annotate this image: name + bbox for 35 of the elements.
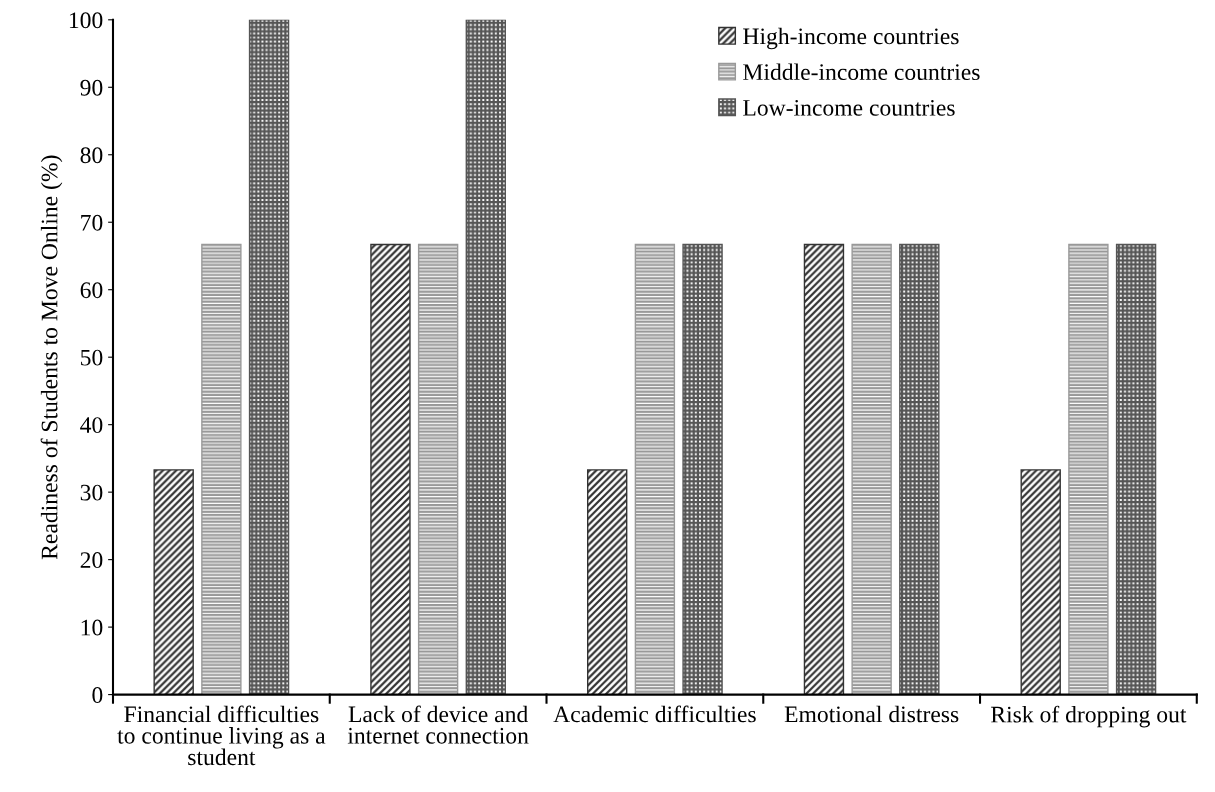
y-tick-label: 90 — [80, 79, 103, 96]
bar — [248, 19, 290, 695]
x-tick-label: Academic difficulties — [553, 705, 756, 723]
legend-label: Low-income countries — [743, 99, 955, 116]
x-tick-label: Financial difficulties to continue living as a student — [117, 705, 326, 766]
bar — [370, 243, 411, 695]
y-tick-label: 30 — [80, 484, 103, 501]
bar — [803, 243, 845, 695]
y-tick-label: 0 — [92, 687, 103, 704]
bar — [201, 243, 242, 695]
y-tick-label: 60 — [80, 282, 103, 299]
bar — [417, 243, 459, 695]
y-axis-title: Readiness of Students to Move Online (%) — [40, 155, 63, 560]
bar — [153, 469, 194, 695]
bar — [634, 243, 676, 695]
y-tick-label: 70 — [81, 214, 103, 231]
bar — [465, 19, 507, 695]
bar — [899, 243, 940, 695]
bar — [682, 243, 723, 695]
y-tick-label: 10 — [81, 619, 103, 636]
y-tick-label: 100 — [69, 12, 103, 29]
legend-label: Middle-income countries — [743, 63, 980, 81]
y-tick-label: 50 — [81, 349, 103, 366]
x-tick-label: Lack of device and internet connection — [347, 705, 529, 744]
bar — [1020, 469, 1061, 695]
bar — [851, 243, 892, 695]
bar — [1068, 243, 1109, 695]
bar — [586, 469, 628, 695]
y-tick-label: 80 — [80, 147, 103, 164]
y-tick-label: 20 — [80, 552, 103, 569]
bar — [1115, 243, 1157, 695]
legend-label: High-income countries — [743, 27, 959, 50]
x-tick-label: Risk of dropping out — [991, 705, 1187, 728]
y-tick-label: 40 — [80, 417, 103, 434]
x-tick-label: Emotional distress — [784, 705, 959, 723]
